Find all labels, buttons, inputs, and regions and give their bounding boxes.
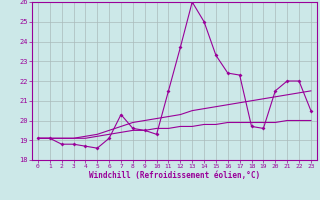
X-axis label: Windchill (Refroidissement éolien,°C): Windchill (Refroidissement éolien,°C): [89, 171, 260, 180]
